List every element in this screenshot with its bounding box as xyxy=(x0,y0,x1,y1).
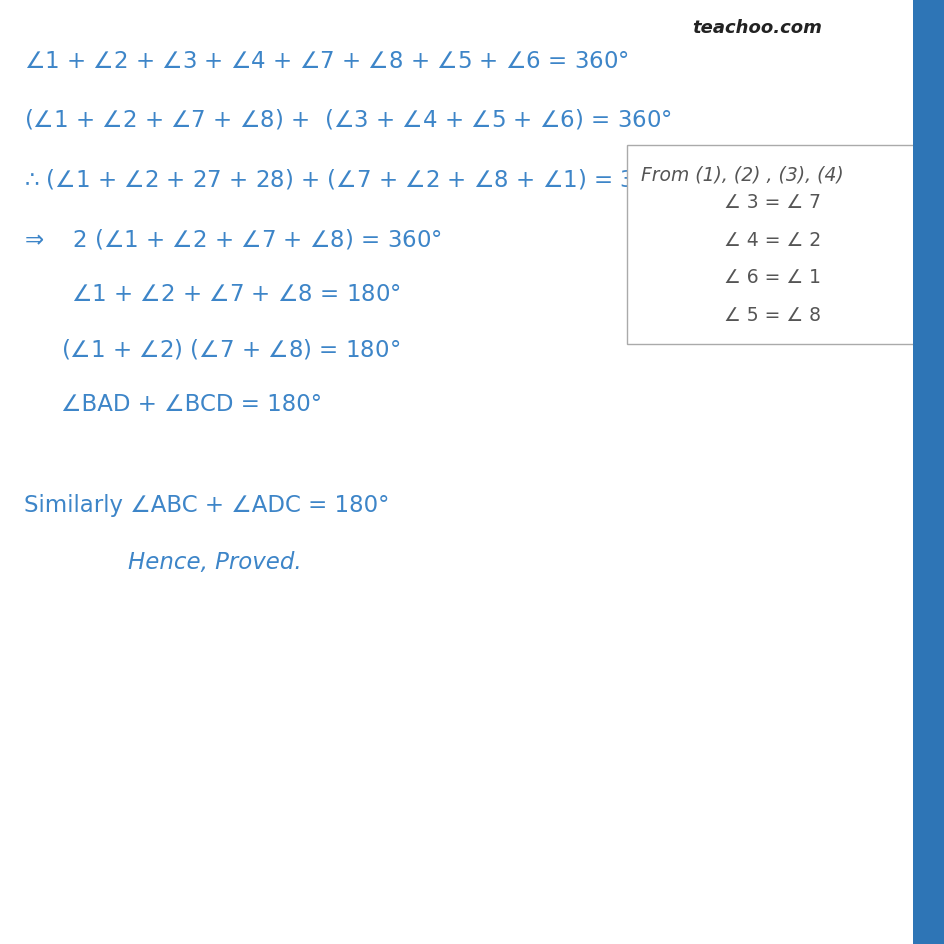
Text: ($\angle$1 + $\angle$2 + $\angle$7 + $\angle$8) +  ($\angle$3 + $\angle$4 + $\an: ($\angle$1 + $\angle$2 + $\angle$7 + $\a… xyxy=(24,107,671,131)
Text: ∠ 5 = ∠ 8: ∠ 5 = ∠ 8 xyxy=(723,306,819,325)
Text: ($\angle$1 + $\angle$2) ($\angle$7 + $\angle$8) = 180°: ($\angle$1 + $\angle$2) ($\angle$7 + $\a… xyxy=(61,337,400,362)
Text: $\angle$1 + $\angle$2 + $\angle$7 + $\angle$8 = 180°: $\angle$1 + $\angle$2 + $\angle$7 + $\an… xyxy=(71,283,400,306)
Text: $\angle$1 + $\angle$2 + $\angle$3 + $\angle$4 + $\angle$7 + $\angle$8 + $\angle$: $\angle$1 + $\angle$2 + $\angle$3 + $\an… xyxy=(24,50,628,73)
Text: ∴ ($\angle$1 + $\angle$2 + 27 + 28) + ($\angle$7 + $\angle$2 + $\angle$8 + $\ang: ∴ ($\angle$1 + $\angle$2 + 27 + 28) + ($… xyxy=(24,167,673,192)
Text: From (1), (2) , (3), (4): From (1), (2) , (3), (4) xyxy=(640,165,843,184)
Text: Similarly ∠ABC + ∠ADC = 180°: Similarly ∠ABC + ∠ADC = 180° xyxy=(24,494,389,516)
Text: ∠ 6 = ∠ 1: ∠ 6 = ∠ 1 xyxy=(723,268,819,287)
Text: teachoo.com: teachoo.com xyxy=(692,19,821,37)
Text: Hence, Proved.: Hence, Proved. xyxy=(127,550,301,573)
Text: ⇒    2 ($\angle$1 + $\angle$2 + $\angle$7 + $\angle$8) = 360°: ⇒ 2 ($\angle$1 + $\angle$2 + $\angle$7 +… xyxy=(24,227,441,251)
Text: ∠ 4 = ∠ 2: ∠ 4 = ∠ 2 xyxy=(723,230,819,249)
Text: ∠ 3 = ∠ 7: ∠ 3 = ∠ 7 xyxy=(723,193,819,211)
Text: ∠BAD + ∠BCD = 180°: ∠BAD + ∠BCD = 180° xyxy=(61,393,322,415)
Bar xyxy=(912,0,944,944)
FancyBboxPatch shape xyxy=(626,146,917,345)
